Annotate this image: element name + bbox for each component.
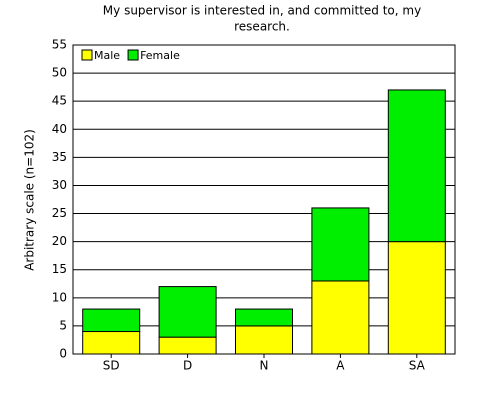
x-tick-label: SD	[103, 359, 120, 373]
y-tick-label: 15	[52, 262, 67, 276]
y-tick-label: 30	[52, 178, 67, 192]
y-tick-label: 10	[52, 290, 67, 304]
bar-segment	[158, 286, 217, 338]
bar-segment	[82, 308, 141, 333]
bar-segment	[387, 89, 446, 243]
legend-label: Male	[94, 49, 120, 62]
legend-swatch	[127, 49, 139, 61]
bar-segment	[235, 325, 293, 355]
y-tick-label: 5	[59, 318, 67, 332]
y-tick-label: 20	[52, 234, 67, 248]
y-axis-label: Arbitrary scale (n=102)	[23, 129, 37, 271]
chart-title: research.	[234, 20, 290, 34]
bar-segment	[82, 331, 141, 355]
bar-segment	[311, 207, 370, 282]
y-tick-label: 40	[52, 122, 67, 136]
y-tick-label: 25	[52, 206, 67, 220]
y-tick-label: 50	[52, 66, 67, 80]
bar-segment	[387, 241, 446, 355]
y-tick-label: 45	[52, 94, 67, 108]
bar-segment	[311, 280, 370, 355]
bar-segment	[235, 308, 293, 327]
x-tick-label: A	[336, 359, 345, 373]
legend-label: Female	[140, 49, 180, 62]
x-tick-label: D	[183, 359, 192, 373]
bar-segment	[158, 336, 217, 355]
y-tick-label: 55	[52, 38, 67, 52]
x-tick-label: SA	[409, 359, 426, 373]
legend-swatch	[81, 49, 93, 61]
x-tick-label: N	[260, 359, 269, 373]
y-tick-label: 0	[59, 347, 67, 361]
chart-title: My supervisor is interested in, and comm…	[103, 4, 421, 18]
y-tick-label: 35	[52, 150, 67, 164]
